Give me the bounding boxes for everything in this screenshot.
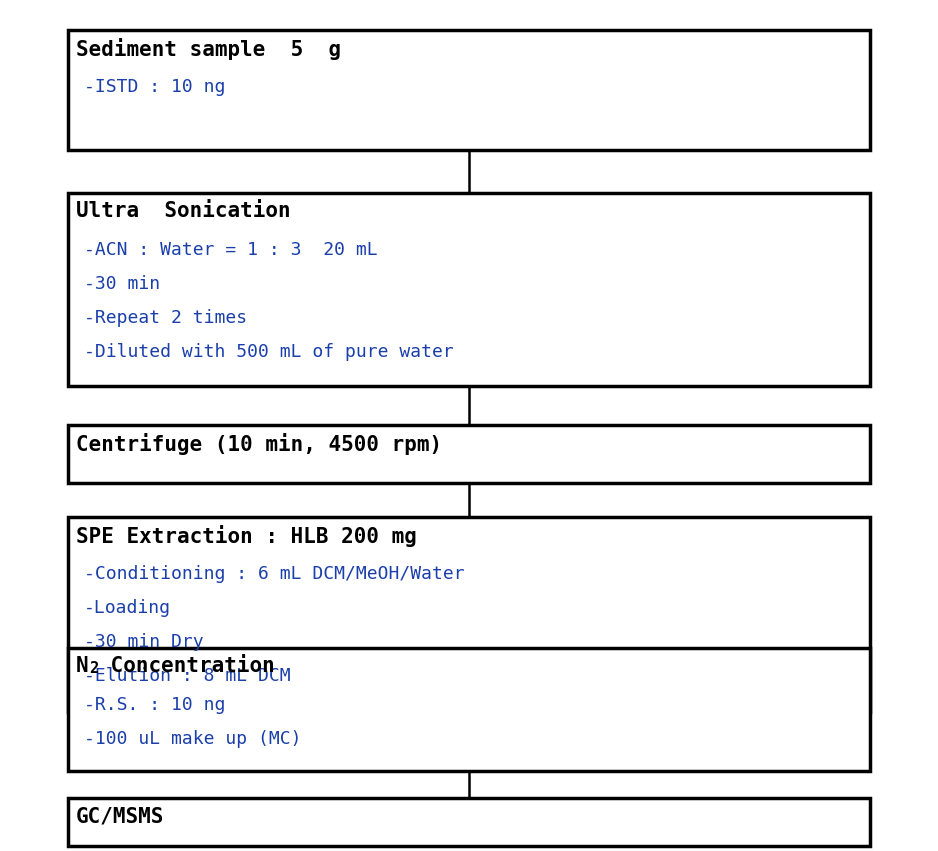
- Text: -Elution : 8 mL DCM: -Elution : 8 mL DCM: [84, 667, 291, 685]
- Bar: [68, 648, 870, 771]
- Text: -R.S. : 10 ng: -R.S. : 10 ng: [84, 696, 225, 714]
- Text: N: N: [76, 656, 88, 676]
- Text: -ACN : Water = 1 : 3  20 mL: -ACN : Water = 1 : 3 20 mL: [84, 241, 378, 259]
- Text: GC/MSMS: GC/MSMS: [76, 806, 164, 826]
- Text: -100 uL make up (MC): -100 uL make up (MC): [84, 730, 301, 748]
- Text: -Conditioning : 6 mL DCM/MeOH/Water: -Conditioning : 6 mL DCM/MeOH/Water: [84, 565, 464, 583]
- Bar: [68, 30, 870, 150]
- Text: -ISTD : 10 ng: -ISTD : 10 ng: [84, 78, 225, 96]
- Text: -30 min Dry: -30 min Dry: [84, 633, 204, 651]
- Text: -Repeat 2 times: -Repeat 2 times: [84, 309, 247, 327]
- Text: SPE Extraction : HLB 200 mg: SPE Extraction : HLB 200 mg: [76, 525, 416, 547]
- Bar: [68, 193, 870, 386]
- Text: 2: 2: [89, 661, 98, 676]
- Text: Centrifuge (10 min, 4500 rpm): Centrifuge (10 min, 4500 rpm): [76, 433, 442, 455]
- Text: Sediment sample  5  g: Sediment sample 5 g: [76, 38, 341, 60]
- Bar: [68, 798, 870, 846]
- Bar: [68, 517, 870, 712]
- Text: -Loading: -Loading: [84, 599, 171, 617]
- Text: Ultra  Sonication: Ultra Sonication: [76, 201, 291, 221]
- Text: -30 min: -30 min: [84, 275, 160, 293]
- Text: -Diluted with 500 mL of pure water: -Diluted with 500 mL of pure water: [84, 343, 454, 361]
- Text: Concentration: Concentration: [98, 656, 275, 676]
- Bar: [68, 425, 870, 483]
